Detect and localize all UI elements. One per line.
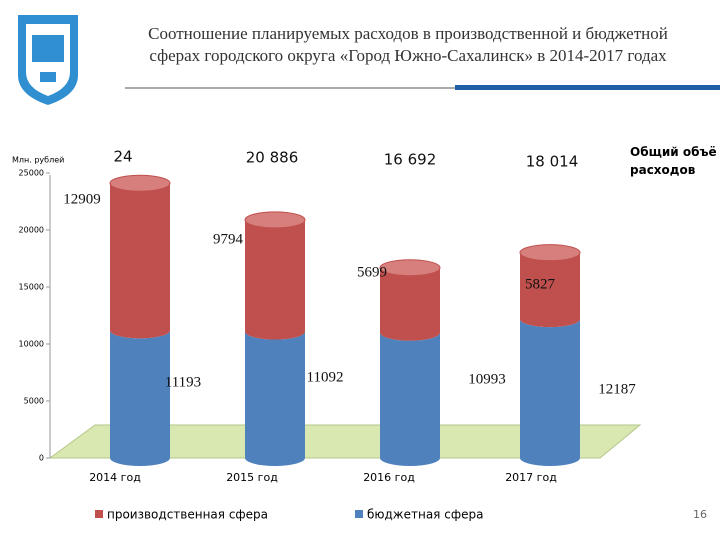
- x-tick-label: 2017 год: [505, 471, 557, 484]
- x-tick-label: 2016 год: [363, 471, 415, 484]
- page-number: 16: [693, 508, 707, 521]
- legend-swatch: [355, 510, 363, 518]
- cylinder-segment: [245, 219, 305, 340]
- value-label: 5699: [357, 264, 387, 280]
- cylinder-top: [244, 211, 306, 229]
- value-label: 11092: [307, 369, 344, 385]
- legend-swatch: [95, 510, 103, 518]
- slide-title: Соотношение планируемых расходов в произ…: [148, 24, 668, 43]
- value-label: 9794: [213, 231, 244, 247]
- y-tick-label: 0: [39, 454, 44, 463]
- total-label-box: [522, 149, 582, 175]
- cylinder-segment: [380, 332, 440, 466]
- y-tick-label: 10000: [19, 340, 44, 349]
- total-label: 24: [113, 148, 132, 166]
- cylinder-segment: [245, 331, 305, 466]
- total-label: 16 692: [384, 151, 437, 169]
- total-label-box: [242, 145, 302, 171]
- value-label: 10993: [468, 371, 506, 387]
- annotation: Общий объё расходов: [630, 145, 717, 177]
- cylinder-segment: [520, 252, 580, 328]
- total-label-box: [380, 147, 440, 173]
- y-axis-label: Млн. рублей: [12, 156, 64, 165]
- legend-label: бюджетная сфера: [367, 508, 483, 522]
- value-label: 12187: [598, 381, 636, 397]
- logo: [18, 15, 78, 105]
- total-label: 20 886: [246, 149, 299, 167]
- cylinder-top: [519, 244, 581, 262]
- y-tick-label: 5000: [24, 397, 44, 406]
- cylinder-segment: [110, 183, 171, 339]
- cylinder-segment: [110, 330, 171, 466]
- y-tick-label: 15000: [19, 283, 44, 292]
- value-label: 11193: [165, 374, 201, 390]
- y-tick-label: 20000: [19, 226, 44, 235]
- value-label: 5827: [525, 276, 556, 292]
- slide-title: сферах городского округа «Город Южно-Сах…: [149, 46, 667, 65]
- y-tick-label: 25000: [19, 169, 44, 178]
- total-label: 18 014: [526, 153, 579, 171]
- cylinder-top: [109, 174, 171, 192]
- title-rule-accent: [455, 85, 720, 90]
- cylinder-segment: [380, 267, 440, 341]
- value-label: 12909: [63, 191, 101, 207]
- total-label-box: [93, 144, 153, 170]
- cylinder-top: [379, 259, 441, 277]
- x-tick-label: 2015 год: [226, 471, 278, 484]
- cylinder-segment: [520, 319, 580, 466]
- x-tick-label: 2014 год: [89, 471, 141, 484]
- legend-label: производственная сфера: [107, 508, 268, 522]
